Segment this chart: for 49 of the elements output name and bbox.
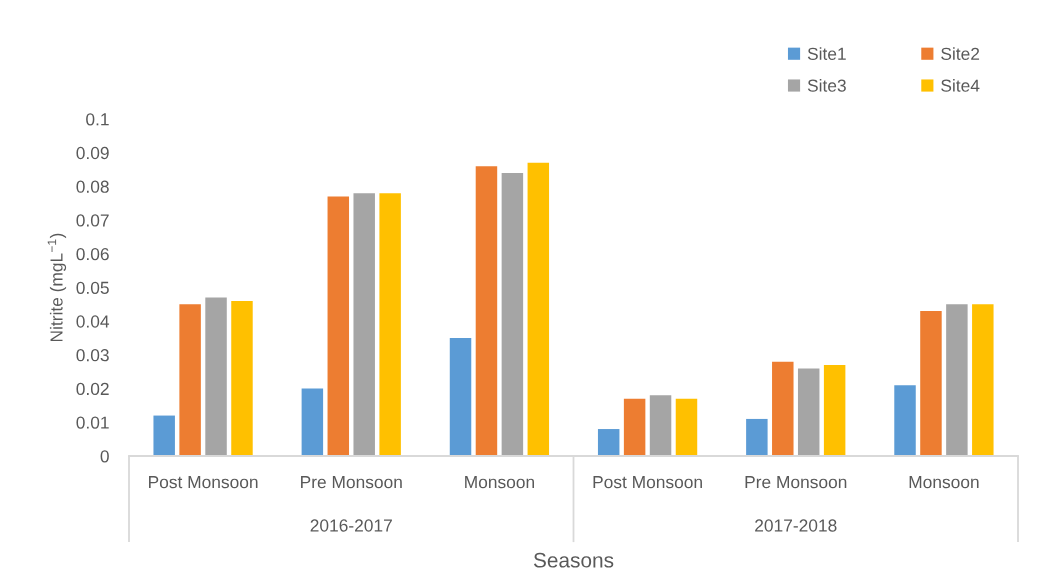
- bar: [527, 162, 550, 456]
- bar: [746, 418, 768, 456]
- bar: [475, 166, 498, 456]
- x-axis-title: Seasons: [533, 552, 614, 568]
- y-tick-label: 0.01: [76, 416, 109, 429]
- bar: [231, 300, 253, 456]
- bar: [379, 193, 401, 456]
- x-tick-label: Monsoon: [909, 476, 979, 489]
- bar: [623, 398, 646, 456]
- y-tick-label: 0.09: [76, 146, 109, 160]
- bar: [772, 361, 794, 456]
- y-axis-title: Nitrite (mgL$^{−1}$): [47, 233, 67, 342]
- bar: [823, 365, 846, 456]
- y-tick-label: 0.03: [76, 349, 109, 362]
- legend-label: Site3: [807, 79, 846, 92]
- x-tick-label: Post Monsoon: [149, 476, 258, 489]
- y-tick-label: 0.07: [76, 214, 109, 227]
- bar: [501, 172, 524, 456]
- bar: [179, 304, 201, 456]
- y-tick-label: 0: [100, 450, 109, 463]
- bar: [946, 304, 968, 456]
- x-tick-label: Post Monsoon: [593, 476, 702, 489]
- bar: [675, 398, 698, 456]
- x-tick-label: Pre Monsoon: [745, 476, 847, 489]
- x-tick-label: Monsoon: [465, 476, 534, 489]
- bar: [797, 368, 820, 456]
- bar: [972, 304, 994, 456]
- y-tick-label: 0.06: [76, 247, 109, 261]
- y-tick-label: 0.08: [76, 180, 109, 193]
- bar: [205, 297, 227, 456]
- bar: [353, 193, 375, 456]
- y-tick-label: 0.1: [86, 113, 109, 126]
- bar: [920, 311, 942, 456]
- text: 2016-2017: [310, 519, 392, 532]
- y-tick-label: 0.02: [76, 382, 109, 396]
- bar: [649, 395, 672, 456]
- bar: [894, 385, 916, 456]
- bar: [597, 429, 620, 456]
- bar: [449, 338, 472, 456]
- legend-label: Site2: [941, 47, 980, 60]
- y-tick-label: 0.05: [76, 281, 109, 294]
- legend-label: Site4: [941, 79, 980, 92]
- y-tick-label: 0.04: [76, 315, 110, 328]
- bar: [301, 388, 324, 456]
- x-tick-label: Pre Monsoon: [301, 476, 402, 489]
- bar: [153, 415, 175, 456]
- text: 2017-2018: [755, 519, 837, 532]
- bar: [327, 196, 350, 456]
- legend-label: Site1: [807, 47, 846, 60]
